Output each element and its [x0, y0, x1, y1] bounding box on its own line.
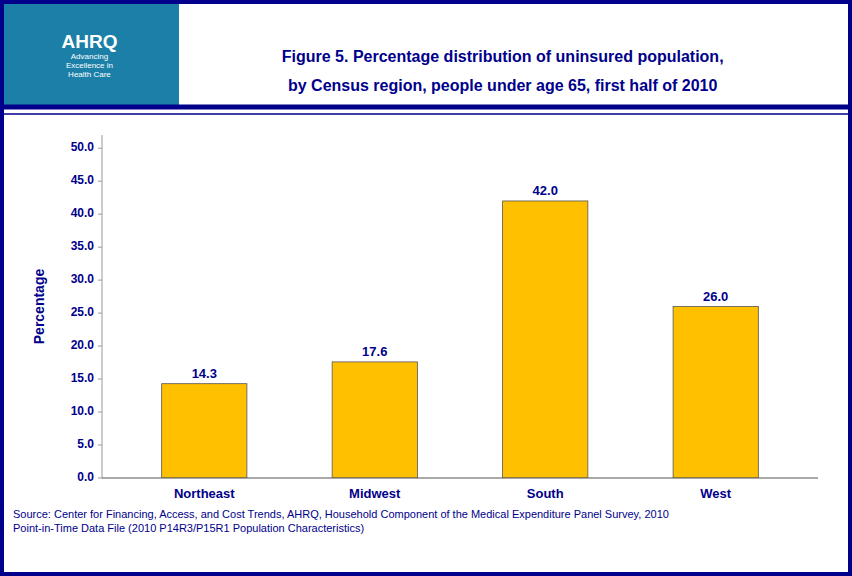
logo-box [0, 0, 179, 107]
y-tick [98, 445, 102, 446]
bars [162, 201, 759, 478]
y-tick [98, 379, 102, 380]
x-tick-label: Northeast [174, 486, 235, 501]
data-label: 14.3 [192, 366, 217, 381]
x-axis-line [102, 478, 818, 479]
data-label: 17.6 [362, 344, 387, 359]
text-line: Excellence in [66, 61, 113, 70]
data-label: 26.0 [703, 289, 728, 304]
x-tick-label: Midwest [349, 486, 401, 501]
figure-border [2, 2, 850, 574]
y-tick-label: 10.0 [71, 404, 95, 418]
x-tick-label: South [527, 486, 564, 501]
y-tick [98, 214, 102, 215]
y-tick-label: 35.0 [71, 239, 95, 253]
chart: AHRQAdvancingExcellence inHealth Care Fig… [0, 0, 852, 576]
y-tick-label: 45.0 [71, 173, 95, 187]
y-axis-line [102, 135, 103, 478]
text-line: Health Care [68, 70, 111, 79]
y-tick-label: 5.0 [77, 437, 94, 451]
y-tick [98, 247, 102, 248]
text-line: Figure 5. Percentage distribution of uni… [282, 48, 724, 65]
y-tick [98, 313, 102, 314]
y-tick-label: 0.0 [77, 470, 94, 484]
bar [503, 201, 588, 478]
bar [673, 307, 758, 479]
header-separator-thin [0, 113, 852, 115]
text-line: Advancing [71, 52, 108, 61]
y-tick [98, 280, 102, 281]
y-tick [98, 148, 102, 149]
y-tick-label: 20.0 [71, 338, 95, 352]
source-note: Source: Center for Financing, Access, an… [13, 508, 669, 534]
y-tick-label: 30.0 [71, 272, 95, 286]
logo-subtitle: AdvancingExcellence inHealth Care [66, 52, 113, 79]
text-line: Source: Center for Financing, Access, an… [13, 508, 669, 520]
text-line: AHRQ [61, 31, 117, 52]
y-tick-label: 50.0 [71, 140, 95, 154]
title: Figure 5. Percentage distribution of uni… [282, 48, 724, 94]
y-tick [98, 346, 102, 347]
bar [332, 362, 417, 478]
background [0, 0, 852, 576]
y-axis-label: Percentage [31, 269, 47, 345]
y-tick-label: 40.0 [71, 206, 95, 220]
y-tick-label: 25.0 [71, 305, 95, 319]
y-tick [98, 478, 102, 479]
x-tick-label: West [700, 486, 731, 501]
y-tick-label: 15.0 [71, 371, 95, 385]
logo-title: AHRQ [61, 31, 117, 52]
bar [162, 384, 247, 478]
text-line: by Census region, people under age 65, f… [288, 77, 718, 94]
y-tick [98, 181, 102, 182]
data-label: 42.0 [533, 183, 558, 198]
header-separator [0, 105, 852, 110]
text-line: Point-in-Time Data File (2010 P14R3/P15R… [13, 522, 364, 534]
y-tick [98, 412, 102, 413]
